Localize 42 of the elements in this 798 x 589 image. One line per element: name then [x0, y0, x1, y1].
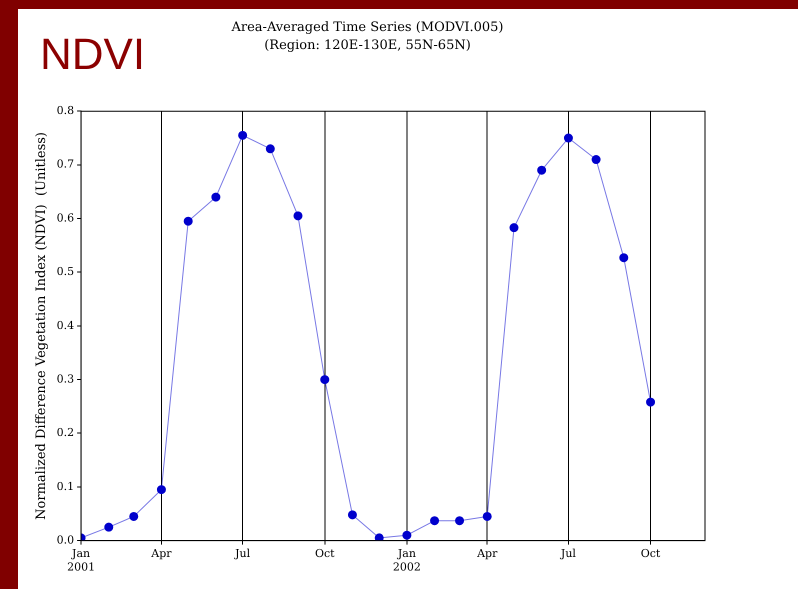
point — [293, 211, 302, 220]
chart-title: Area-Averaged Time Series (MODVI.005) — [230, 20, 504, 36]
point — [266, 144, 275, 154]
point — [320, 375, 330, 384]
y-tick-label: 0.2 — [56, 426, 74, 440]
y-tick-label: 0.4 — [56, 318, 74, 332]
point — [592, 155, 601, 164]
y-tick-label: 0.1 — [56, 480, 74, 493]
x-tick-label: Oct — [640, 547, 661, 560]
point — [211, 192, 220, 202]
point — [238, 130, 248, 140]
x-tick-label: Jan 2001 — [67, 547, 96, 574]
x-tick-label: Apr — [150, 547, 172, 560]
x-tick-label: Apr — [476, 547, 498, 560]
point — [184, 216, 193, 226]
point — [374, 533, 384, 541]
y-tick-label: 0.6 — [56, 211, 74, 224]
point — [564, 134, 573, 143]
point — [156, 485, 166, 494]
y-tick-label: 0.3 — [56, 372, 74, 386]
point — [104, 522, 114, 532]
y-tick-label: 0.8 — [56, 104, 74, 118]
x-tick-label: Jul — [560, 547, 576, 560]
point — [455, 516, 464, 526]
point — [430, 516, 440, 526]
point — [537, 166, 546, 175]
x-tick-label: Oct — [314, 547, 336, 560]
x-tick-label: Jan 2002 — [392, 547, 421, 574]
y-axis-title: Normalized Difference Vegetation Index (NDVI) (Unitless) — [34, 132, 50, 520]
x-tick-label: Jul — [234, 547, 251, 560]
y-tick-label: 0.5 — [56, 265, 74, 278]
point — [402, 530, 412, 540]
point — [348, 510, 357, 520]
point — [646, 398, 656, 407]
point — [509, 223, 518, 232]
point — [482, 512, 492, 521]
y-tick-label: 0.7 — [56, 158, 74, 171]
point — [129, 512, 138, 521]
y-tick-label: 0.0 — [56, 533, 74, 546]
text: NDVI — [40, 30, 146, 80]
point — [619, 253, 628, 262]
chart-subtitle: (Region: 120E-130E, 55N-65N) — [264, 38, 471, 53]
